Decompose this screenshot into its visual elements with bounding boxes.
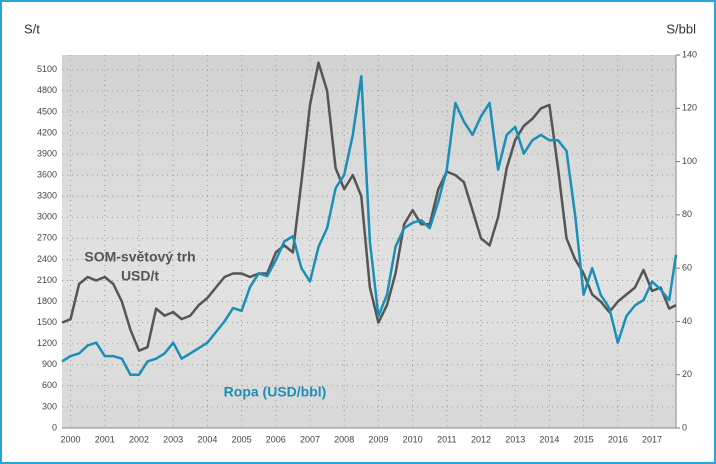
x-tick-label: 2004 (197, 434, 217, 444)
x-tick-label: 2001 (95, 434, 115, 444)
y-tick-label: 5100 (37, 64, 57, 74)
x-tick-label: 2009 (368, 434, 388, 444)
x-tick-label: 2016 (608, 434, 628, 444)
annotation: Ropa (USD/bbl) (224, 384, 327, 400)
x-tick-label: 2017 (642, 434, 662, 444)
y-tick-label: 2700 (37, 233, 57, 243)
y2-axis-label: S/bbl (666, 21, 696, 36)
x-tick-label: 2005 (232, 434, 252, 444)
x-tick-label: 2011 (437, 434, 456, 444)
y-tick-label: 2400 (37, 254, 57, 264)
y-tick-label: 3900 (37, 148, 57, 158)
y-tick-label: 600 (42, 380, 57, 390)
y-tick-label: 4800 (37, 85, 57, 95)
y2-tick-label: 80 (682, 209, 692, 219)
y2-tick-label: 140 (682, 49, 697, 59)
y-axis-label: S/t (24, 21, 40, 36)
y-tick-label: 4500 (37, 106, 57, 116)
y-tick-label: 3300 (37, 191, 57, 201)
y2-tick-label: 40 (682, 316, 692, 326)
x-tick-label: 2012 (471, 434, 491, 444)
y2-tick-label: 0 (682, 422, 687, 432)
x-tick-label: 2008 (334, 434, 354, 444)
x-tick-label: 2000 (61, 434, 81, 444)
x-tick-label: 2006 (266, 434, 286, 444)
x-tick-label: 2014 (539, 434, 559, 444)
x-tick-label: 2003 (163, 434, 183, 444)
x-tick-label: 2015 (574, 434, 594, 444)
y-tick-label: 3600 (37, 169, 57, 179)
x-tick-label: 2007 (300, 434, 320, 444)
annotation: USD/t (121, 268, 159, 284)
x-tick-label: 2010 (403, 434, 423, 444)
annotation: SOM-světový trh (84, 249, 195, 265)
chart: S/t S/bbl 030060090012001500180021002400… (0, 0, 716, 464)
y-tick-label: 1200 (37, 338, 57, 348)
y2-tick-label: 20 (682, 369, 692, 379)
y-tick-label: 0 (52, 422, 57, 432)
y-tick-label: 4200 (37, 127, 57, 137)
y-tick-label: 300 (42, 401, 57, 411)
y2-tick-label: 100 (682, 156, 697, 166)
x-tick-label: 2002 (129, 434, 149, 444)
y-tick-label: 2100 (37, 275, 57, 285)
y2-tick-label: 120 (682, 103, 697, 113)
y-tick-label: 1500 (37, 317, 57, 327)
y-tick-label: 1800 (37, 296, 57, 306)
y-tick-label: 3000 (37, 212, 57, 222)
x-tick-label: 2013 (505, 434, 525, 444)
y-tick-label: 900 (42, 359, 57, 369)
y2-tick-label: 60 (682, 263, 692, 273)
